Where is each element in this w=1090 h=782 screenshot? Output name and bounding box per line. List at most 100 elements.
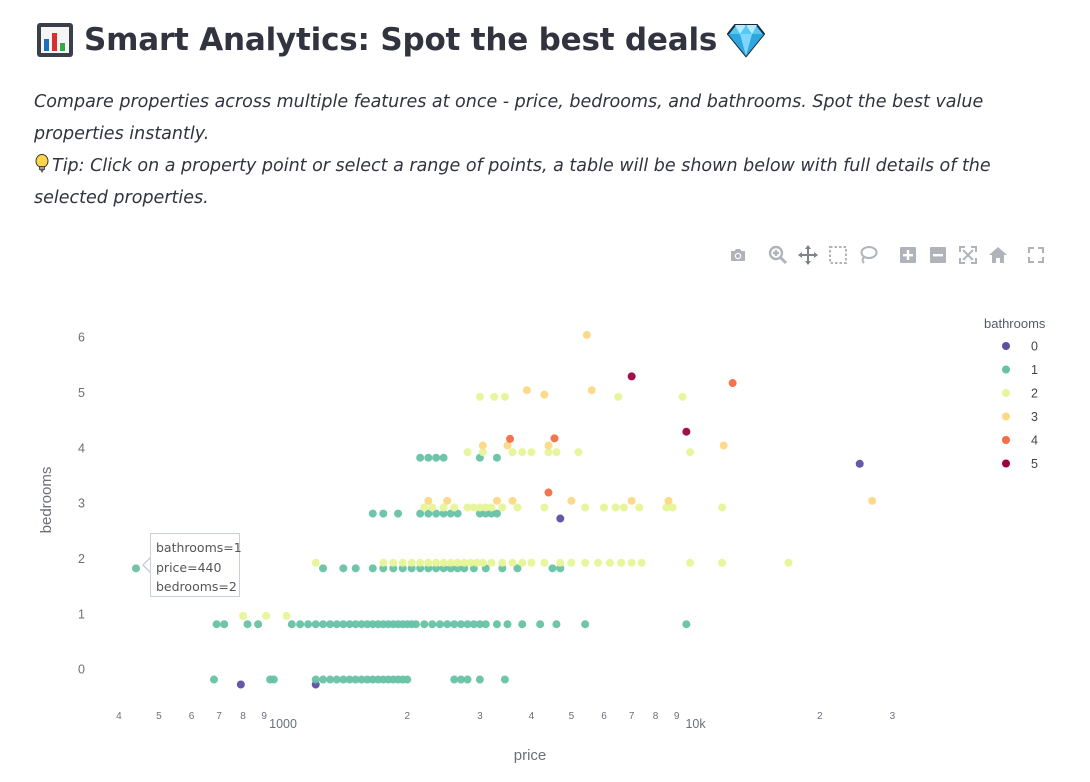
data-point[interactable] [614,392,623,401]
zoom-in-icon[interactable] [897,244,921,270]
data-point[interactable] [339,564,348,573]
data-point[interactable] [475,392,484,401]
data-point[interactable] [363,675,372,684]
data-point[interactable] [209,675,218,684]
data-point[interactable] [518,620,527,629]
zoom-out-icon[interactable] [927,244,951,270]
data-point[interactable] [513,503,522,512]
data-point[interactable] [416,509,425,518]
data-point[interactable] [220,620,229,629]
data-point[interactable] [443,620,452,629]
data-point[interactable] [556,514,565,523]
data-point[interactable] [508,496,517,505]
lasso-select-icon[interactable] [857,244,881,270]
data-point[interactable] [432,453,441,462]
data-point[interactable] [475,620,484,629]
data-point[interactable] [403,675,412,684]
data-point[interactable] [668,503,677,512]
data-point[interactable] [567,496,576,505]
data-point[interactable] [492,509,501,518]
data-point[interactable] [457,620,466,629]
data-point[interactable] [424,496,433,505]
data-point[interactable] [678,392,687,401]
data-point[interactable] [416,453,425,462]
pan-icon[interactable] [797,244,821,270]
data-point[interactable] [662,503,671,512]
data-point[interactable] [296,620,305,629]
reset-axes-icon[interactable] [987,244,1011,270]
data-point[interactable] [389,558,398,567]
data-point[interactable] [457,675,466,684]
data-point[interactable] [379,509,388,518]
data-point[interactable] [326,620,335,629]
data-point[interactable] [686,558,695,567]
data-point[interactable] [682,620,691,629]
data-point[interactable] [719,441,728,450]
series-4[interactable] [506,379,737,497]
data-point[interactable] [469,620,478,629]
data-point[interactable] [262,611,271,620]
data-point[interactable] [439,503,448,512]
data-point[interactable] [254,620,263,629]
data-point[interactable] [339,675,348,684]
data-point[interactable] [540,558,549,567]
data-point[interactable] [527,558,536,567]
camera-icon[interactable] [727,244,751,270]
data-point[interactable] [236,680,245,689]
data-point[interactable] [635,503,644,512]
data-point[interactable] [435,620,444,629]
data-point[interactable] [556,564,565,573]
series-2[interactable] [239,392,793,620]
data-point[interactable] [637,558,646,567]
data-point[interactable] [439,558,448,567]
data-point[interactable] [490,392,499,401]
data-point[interactable] [368,564,377,573]
data-point[interactable] [319,620,328,629]
data-point[interactable] [855,459,864,468]
data-point[interactable] [282,611,291,620]
data-point[interactable] [540,503,549,512]
data-point[interactable] [424,558,433,567]
data-point[interactable] [450,503,459,512]
data-point[interactable] [368,509,377,518]
data-point[interactable] [446,558,455,567]
data-point[interactable] [728,379,737,388]
data-point[interactable] [463,448,472,457]
data-point[interactable] [508,558,517,567]
data-point[interactable] [664,496,673,505]
data-point[interactable] [481,620,490,629]
data-point[interactable] [508,448,517,457]
data-point[interactable] [481,503,490,512]
data-point[interactable] [394,509,403,518]
data-point[interactable] [513,564,522,573]
data-point[interactable] [460,564,469,573]
data-point[interactable] [269,675,278,684]
data-point[interactable] [718,558,727,567]
data-point[interactable] [446,564,455,573]
data-point[interactable] [498,558,507,567]
data-point[interactable] [439,564,448,573]
data-point[interactable] [432,558,441,567]
data-point[interactable] [574,448,583,457]
data-point[interactable] [487,503,496,512]
data-point[interactable] [682,427,691,436]
data-point[interactable] [351,564,360,573]
data-point[interactable] [212,620,221,629]
data-point[interactable] [332,620,341,629]
data-point[interactable] [411,620,420,629]
data-point[interactable] [481,509,490,518]
data-point[interactable] [407,564,416,573]
data-point[interactable] [492,496,501,505]
legend-item-2[interactable]: 2 [1002,387,1038,401]
plot-area[interactable] [95,310,965,700]
data-point[interactable] [319,675,328,684]
data-point[interactable] [567,558,576,567]
data-point[interactable] [446,509,455,518]
data-point[interactable] [345,620,354,629]
fullscreen-icon[interactable] [1025,244,1049,270]
data-point[interactable] [593,558,602,567]
data-point[interactable] [450,620,459,629]
data-point[interactable] [487,509,496,518]
plot-background[interactable] [95,310,965,700]
data-point[interactable] [500,675,509,684]
